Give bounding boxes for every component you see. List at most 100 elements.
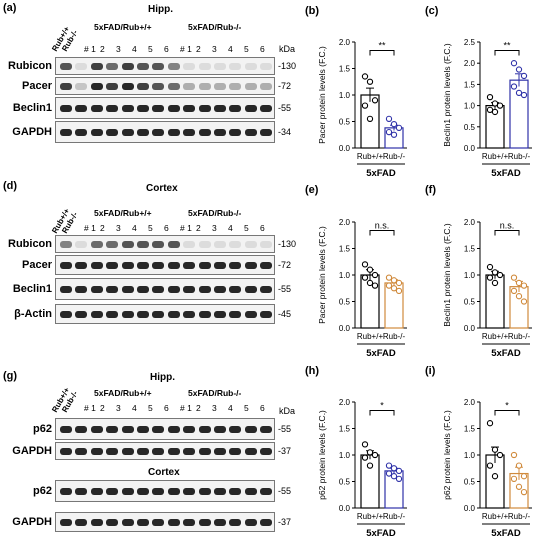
y-tick-label: 1.0 bbox=[339, 91, 351, 100]
blot-band bbox=[106, 105, 119, 112]
y-tick-label: 1.0 bbox=[464, 271, 476, 280]
data-point bbox=[491, 473, 499, 480]
data-point bbox=[371, 451, 379, 459]
lane-label: # 1 bbox=[180, 44, 192, 54]
blot-band bbox=[121, 488, 134, 495]
data-point bbox=[385, 462, 393, 469]
blot-strip: Pacer -72 bbox=[22, 255, 291, 275]
blot-title: Cortex bbox=[146, 183, 178, 194]
blot-band bbox=[90, 105, 103, 112]
blot-band bbox=[60, 63, 72, 70]
blot-band bbox=[106, 488, 119, 495]
group-label-ko: 5xFAD/Rub-/- bbox=[188, 22, 242, 32]
data-point bbox=[515, 462, 523, 469]
data-point bbox=[371, 271, 379, 279]
data-point bbox=[361, 441, 369, 448]
blot-band bbox=[260, 241, 273, 248]
bar bbox=[360, 274, 380, 329]
significance-label: ** bbox=[503, 40, 511, 50]
significance-bracket bbox=[494, 229, 520, 236]
blot-title: Hipp. bbox=[148, 4, 173, 15]
blot-band bbox=[183, 105, 196, 112]
lane-label: 3 bbox=[116, 44, 121, 54]
y-tick-label: 1.0 bbox=[339, 451, 351, 460]
data-point bbox=[390, 465, 398, 472]
blot-band bbox=[198, 286, 211, 293]
blot-band bbox=[214, 83, 226, 90]
blot-band bbox=[121, 262, 134, 269]
blot-strip: Rubicon -130 bbox=[8, 57, 296, 75]
blot-band bbox=[90, 519, 103, 526]
blot-band bbox=[121, 519, 134, 526]
blot-band bbox=[152, 286, 165, 293]
group-label-wt: 5xFAD/Rub+/+ bbox=[94, 208, 152, 218]
lane-label: 2 bbox=[100, 44, 105, 54]
protein-label: p62 bbox=[33, 423, 52, 435]
bar bbox=[509, 79, 529, 149]
bar bbox=[384, 470, 404, 509]
y-tick-label: 2.5 bbox=[464, 38, 476, 47]
data-point bbox=[390, 121, 398, 128]
protein-label: Pacer bbox=[22, 259, 52, 271]
lane-label: 3 bbox=[212, 223, 217, 233]
blot-band bbox=[60, 519, 72, 526]
y-tick-label: 0.0 bbox=[339, 504, 351, 513]
kda-marker: -72 bbox=[278, 260, 292, 270]
blot-band bbox=[167, 83, 180, 90]
blot-band bbox=[137, 448, 149, 455]
lane-label: 5 bbox=[148, 44, 153, 54]
data-point bbox=[486, 274, 494, 281]
data-point bbox=[366, 279, 374, 287]
significance-bracket bbox=[369, 229, 395, 236]
blot-band bbox=[229, 448, 242, 455]
blot-band bbox=[121, 311, 134, 318]
data-point bbox=[361, 274, 369, 281]
data-point bbox=[385, 115, 393, 122]
kda-marker: -72 bbox=[278, 81, 292, 91]
data-point bbox=[510, 83, 518, 90]
blot-band bbox=[75, 426, 88, 433]
y-tick-label: 0.0 bbox=[339, 144, 351, 153]
blot-band bbox=[229, 105, 242, 112]
data-point bbox=[491, 269, 499, 276]
panel-label: (h) bbox=[305, 365, 319, 377]
blot-strip: Beclin1 -55 bbox=[13, 97, 291, 119]
blot-band bbox=[183, 448, 196, 455]
protein-label: Beclin1 bbox=[12, 283, 52, 295]
blot-band bbox=[75, 519, 88, 526]
blot-strip: p62 -55 bbox=[33, 418, 291, 440]
x-group-label: 5xFAD bbox=[491, 348, 521, 359]
significance-label: n.s. bbox=[500, 220, 515, 230]
data-point bbox=[510, 60, 518, 67]
data-point bbox=[395, 467, 403, 475]
bar bbox=[485, 454, 505, 509]
data-point bbox=[366, 462, 374, 469]
data-point bbox=[390, 277, 398, 284]
kda-marker: -55 bbox=[278, 284, 292, 294]
x-tick-label: Rub+/+ bbox=[482, 512, 509, 521]
blot-band bbox=[214, 105, 226, 112]
x-tick-label: Rub+/+ bbox=[357, 512, 384, 521]
blot-band bbox=[152, 488, 165, 495]
bar bbox=[485, 274, 505, 329]
y-tick-label: 0.5 bbox=[339, 478, 351, 487]
blot-band bbox=[167, 448, 180, 455]
x-group-label: 5xFAD bbox=[366, 528, 396, 539]
protein-label: GAPDH bbox=[12, 516, 52, 528]
x-tick-label: Rub+/+ bbox=[357, 152, 384, 161]
significance-label: n.s. bbox=[375, 220, 390, 230]
blot-band bbox=[75, 448, 88, 455]
significance-label: * bbox=[380, 400, 384, 410]
y-tick-label: 2.0 bbox=[464, 59, 476, 68]
data-point bbox=[510, 274, 518, 281]
blot-band bbox=[137, 262, 149, 269]
x-tick-label: Rub-/- bbox=[508, 512, 531, 521]
blot-band bbox=[106, 311, 119, 318]
data-point bbox=[515, 89, 523, 97]
blot-band bbox=[260, 286, 273, 293]
data-point bbox=[385, 274, 393, 281]
x-tick-label: Rub-/- bbox=[383, 512, 406, 521]
panel-label: (b) bbox=[305, 5, 319, 17]
lane-label: 2 bbox=[196, 403, 201, 413]
blot-band bbox=[121, 448, 134, 455]
